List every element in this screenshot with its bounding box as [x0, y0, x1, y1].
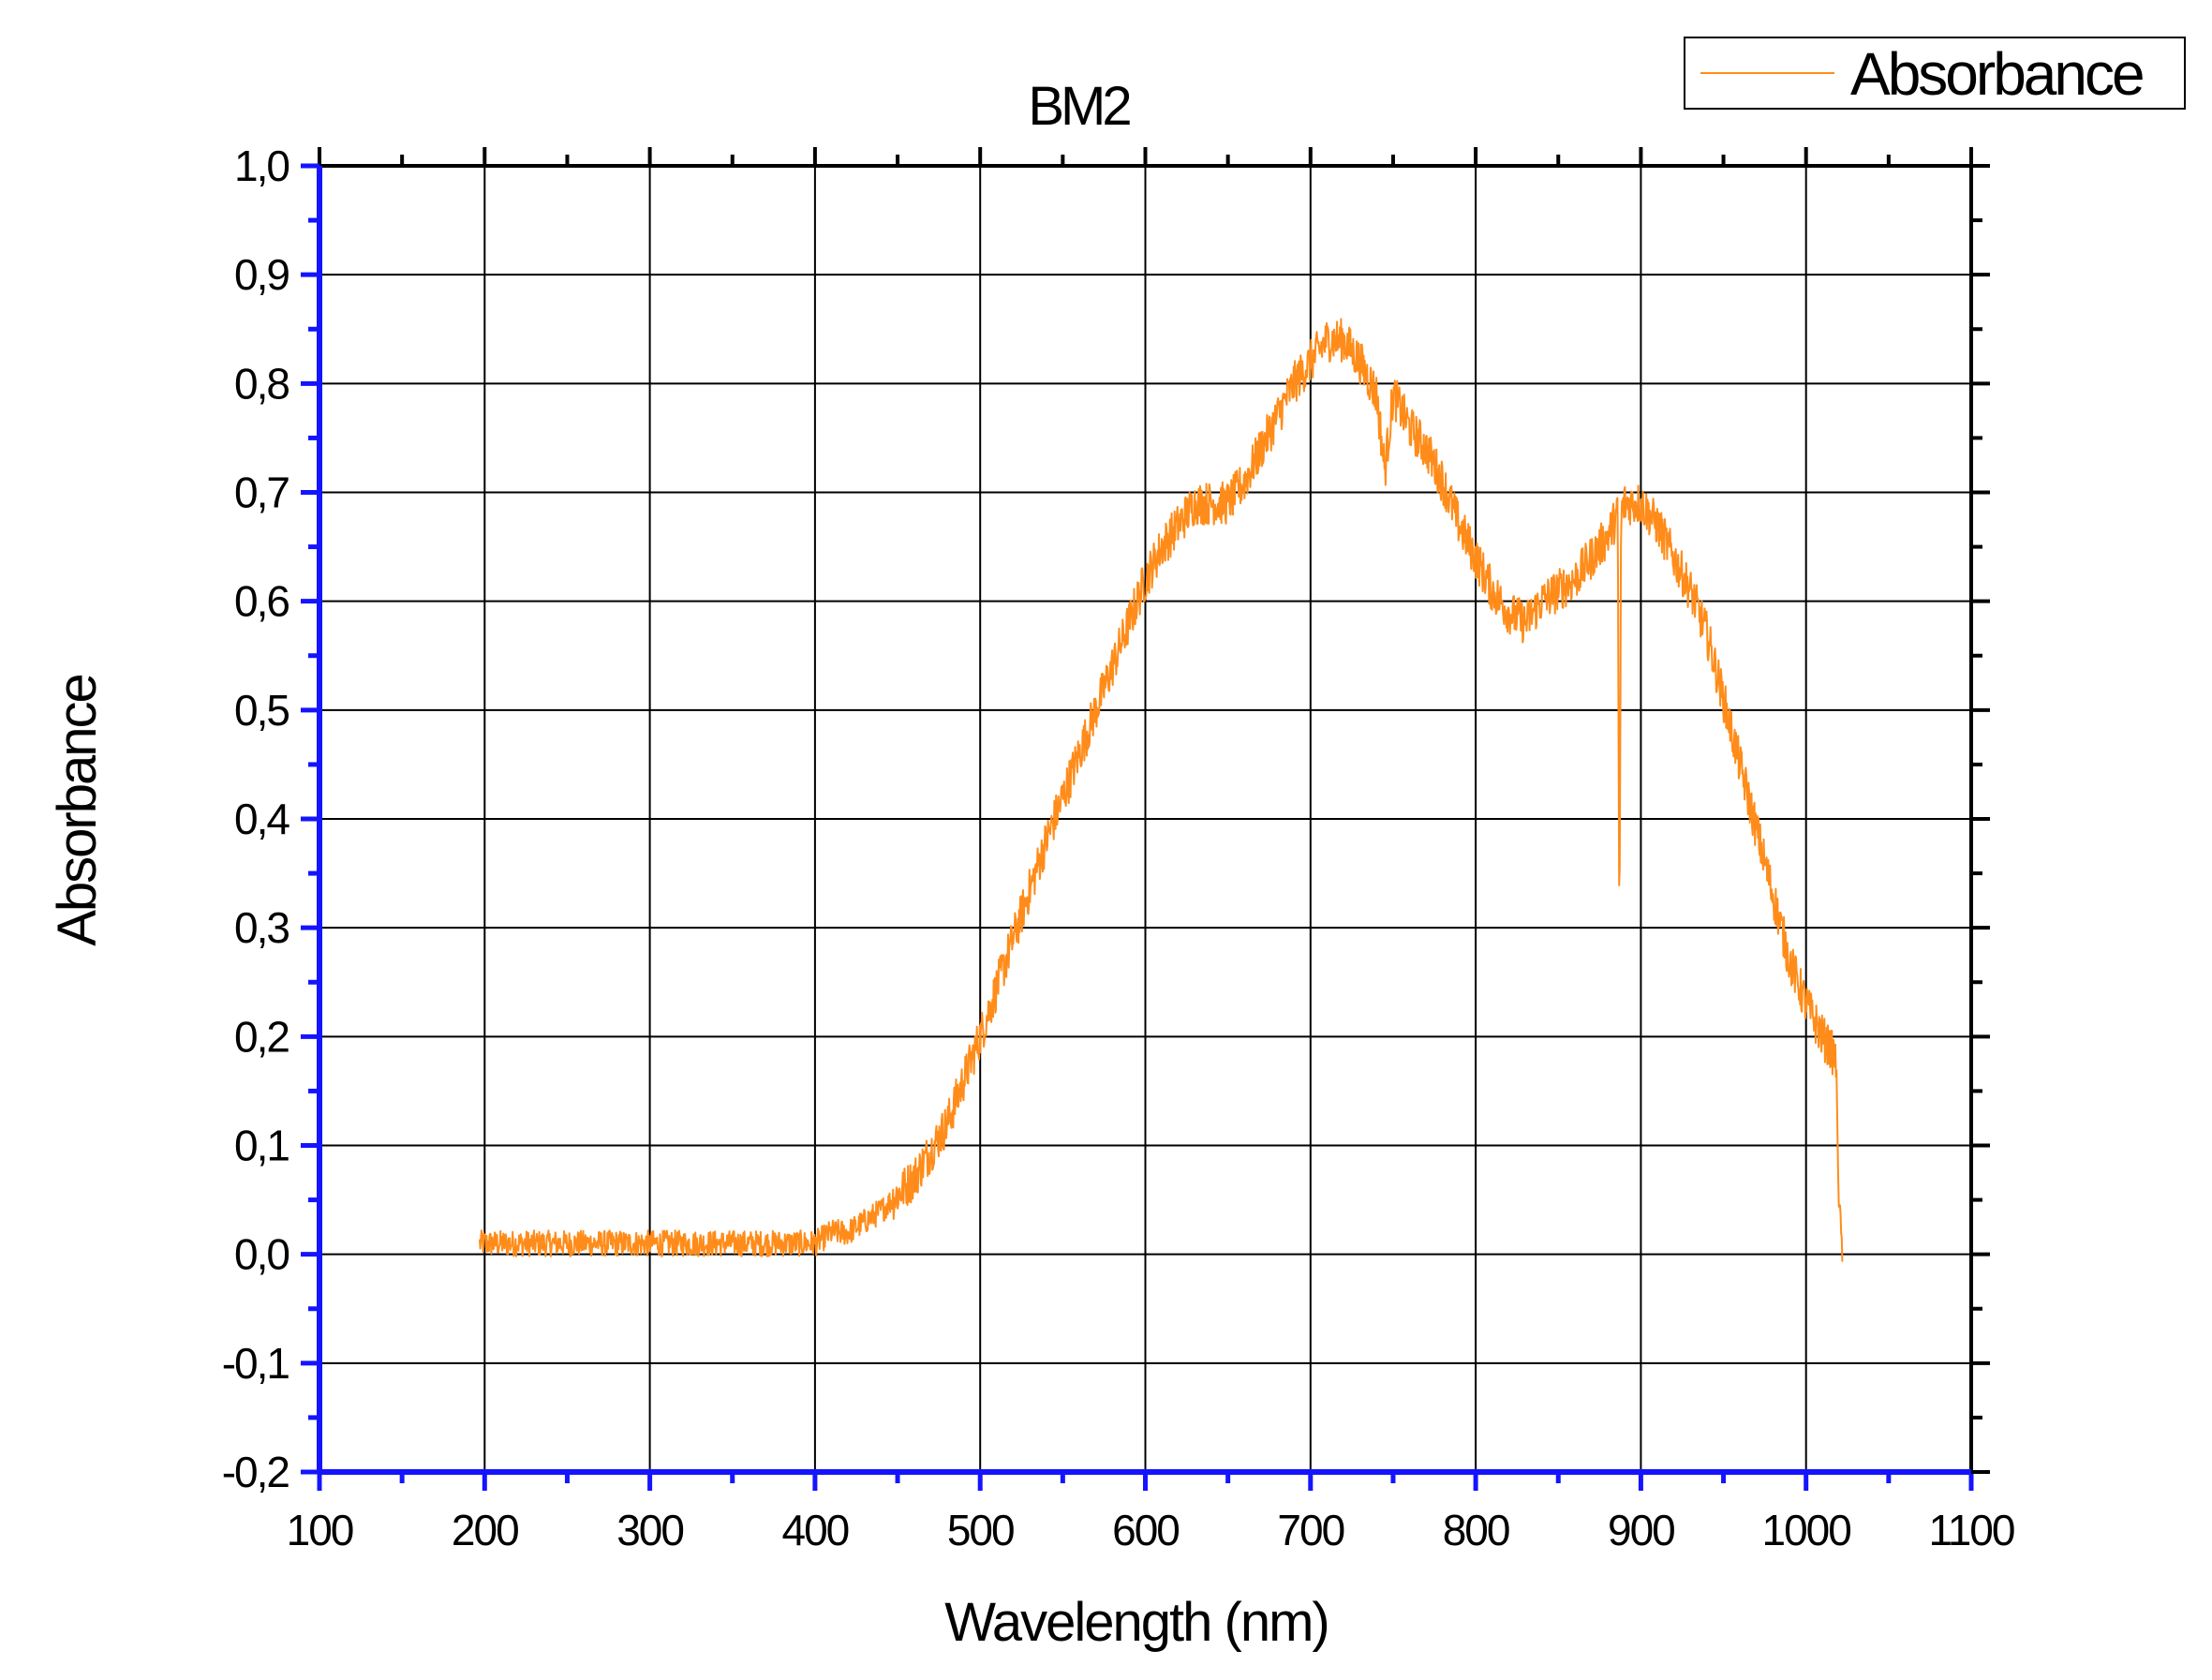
tick-labels: 100 200 300 400 500 600 700 800 900 1000 1100 -0,2 -…	[222, 141, 2016, 1554]
grid-lines	[319, 166, 1971, 1472]
x-tick-label: 100	[287, 1506, 353, 1554]
y-tick-label: 0,6	[234, 577, 289, 626]
x-tick-label: 500	[947, 1506, 1014, 1554]
axis-ticks	[301, 147, 1990, 1491]
x-axis-title: Wavelength (nm)	[944, 1592, 1328, 1653]
x-tick-label: 400	[782, 1506, 849, 1554]
y-tick-label: 0,9	[234, 250, 289, 299]
series-line-absorbance	[479, 318, 1844, 1262]
x-tick-label: 1000	[1762, 1506, 1851, 1554]
y-axis-title: Absorbance	[47, 675, 108, 946]
x-tick-label: 900	[1608, 1506, 1674, 1554]
y-tick-label: 0,0	[234, 1230, 289, 1279]
y-tick-label: 0,3	[234, 903, 289, 952]
x-tick-label: 700	[1277, 1506, 1344, 1554]
y-tick-label: 1,0	[234, 141, 289, 190]
y-tick-label: 0,7	[234, 468, 289, 517]
y-tick-label: 0,1	[234, 1122, 289, 1170]
y-tick-label: 0,4	[234, 795, 289, 843]
y-tick-label: 0,2	[234, 1012, 289, 1061]
legend-box	[1684, 37, 2186, 110]
legend: Absorbance	[1684, 37, 2186, 110]
x-tick-label: 300	[616, 1506, 683, 1554]
chart-title: BM2	[1028, 76, 1130, 137]
y-tick-label: -0,1	[222, 1339, 289, 1388]
x-tick-label: 200	[452, 1506, 518, 1554]
x-tick-label: 600	[1112, 1506, 1179, 1554]
y-tick-label: -0,2	[222, 1448, 289, 1496]
x-tick-label: 1100	[1929, 1506, 2014, 1554]
y-tick-label: 0,5	[234, 686, 289, 735]
y-tick-label: 0,8	[234, 359, 289, 408]
x-tick-label: 800	[1443, 1506, 1509, 1554]
legend-label-absorbance: Absorbance	[1850, 40, 2143, 108]
